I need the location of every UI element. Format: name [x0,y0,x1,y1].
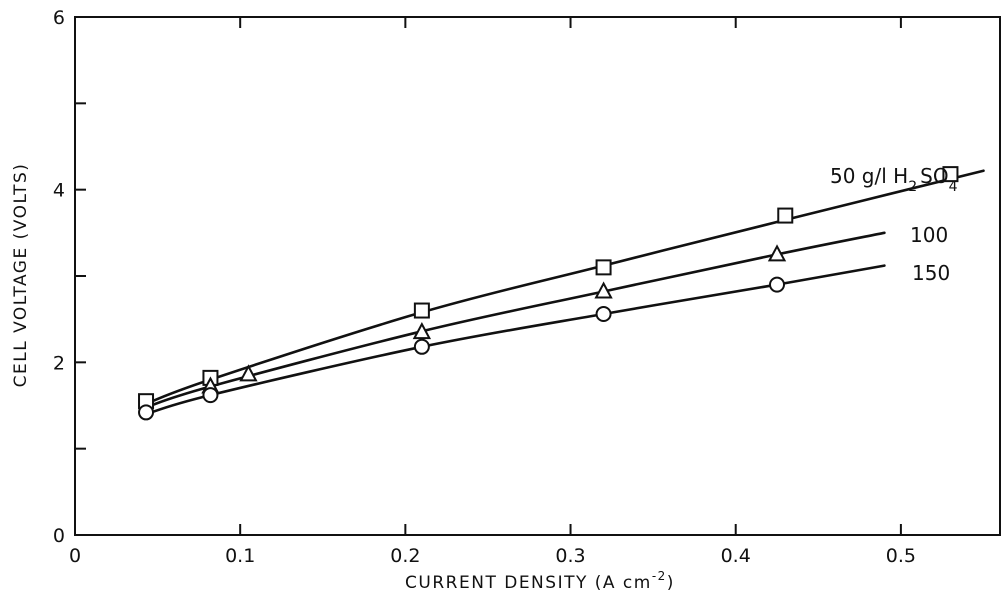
series-label-100: 100 [910,223,948,247]
x-tick-label: 0 [69,545,81,567]
labels: CURRENT DENSITY (A cm-2) CELL VOLTAGE (V… [11,163,958,593]
series-label-50-mid: SO [920,164,948,188]
x-axis-title: CURRENT DENSITY (A cm-2) [405,569,675,593]
data-point-150 [138,404,155,421]
data-point-150 [413,338,430,355]
plot-frame [74,16,1001,536]
data-point-100 [767,244,787,262]
x-axis-title-superscript: -2 [652,569,667,583]
data-point-150 [769,276,786,293]
x-tick-label: 0.4 [721,545,751,567]
data-point-50 [777,207,794,224]
x-tick-label: 0.1 [225,545,255,567]
x-axis-title-main: CURRENT DENSITY (A cm [405,573,652,593]
y-tick-label: 4 [53,180,65,202]
series-label-50-main: 50 g/l H [830,164,908,188]
y-axis-title: CELL VOLTAGE (VOLTS) [11,163,31,388]
x-tick-label: 0.5 [886,545,916,567]
series-markers [138,166,959,421]
series-label-50-sub2: 4 [949,179,958,195]
y-tick-label: 6 [53,7,65,29]
axes [74,16,1001,536]
series-label-150: 150 [912,261,950,285]
x-tick-label: 0.3 [555,545,585,567]
data-point-50 [413,302,430,319]
data-point-150 [595,305,612,322]
data-point-150 [202,387,219,404]
y-tick-label: 0 [53,525,65,547]
data-point-100 [239,364,258,382]
series-label-50-sub1: 2 [908,179,917,195]
series-line-50 [144,169,985,406]
series-curves [144,169,985,416]
ticks: 0 0.1 0.2 0.3 0.4 0.5 0 2 4 6 [53,7,916,567]
series-label-50: 50 g/l H2 SO4 [830,164,958,195]
data-point-100 [412,321,432,340]
x-tick-label: 0.2 [390,545,420,567]
data-point-50 [942,166,959,183]
y-tick-label: 2 [53,352,65,374]
data-point-50 [595,259,612,276]
data-point-100 [594,281,613,299]
x-axis-title-suffix: ) [667,573,675,593]
